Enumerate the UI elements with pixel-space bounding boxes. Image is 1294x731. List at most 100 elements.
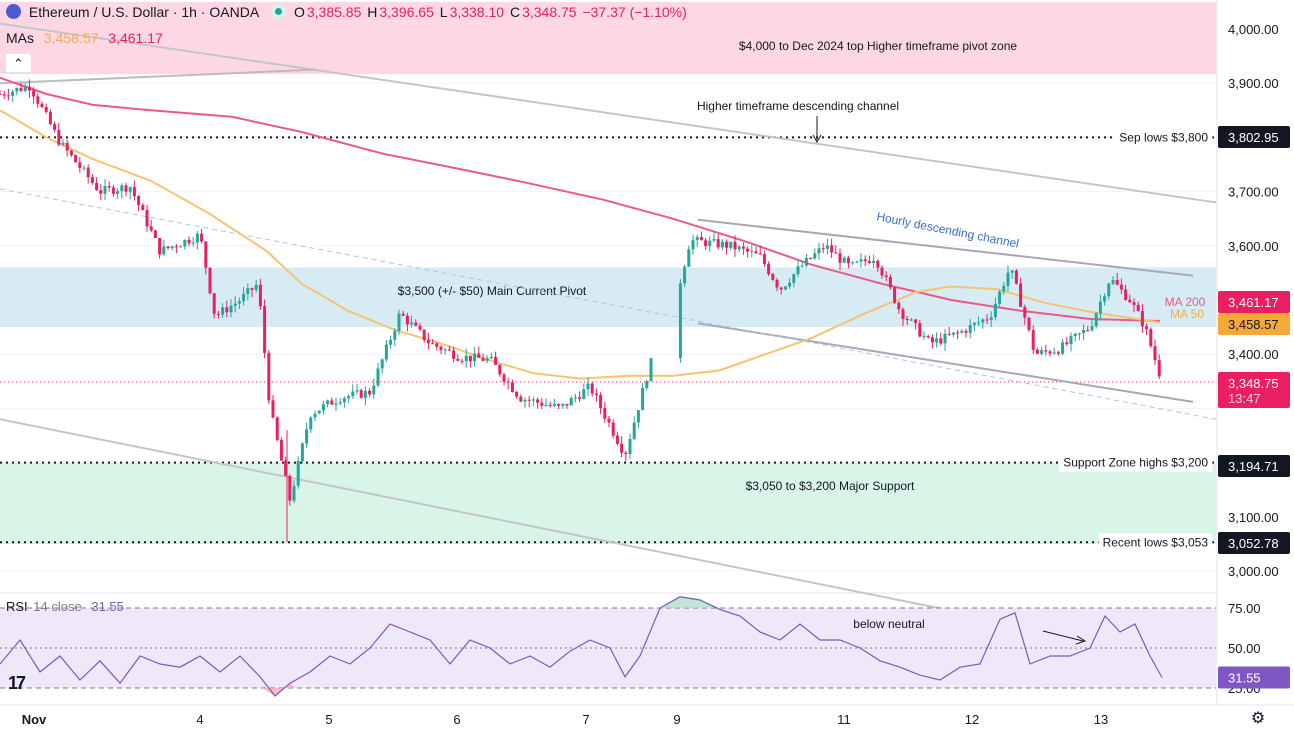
candle-body (107, 186, 111, 188)
candle-body (456, 358, 460, 361)
price-tick-label: 3,900.00 (1228, 76, 1279, 91)
candle-body (981, 319, 985, 323)
candle-body (834, 252, 838, 254)
candle-body (1014, 270, 1018, 284)
symbol-title: Ethereum / U.S. Dollar · 1h · OANDA (28, 4, 260, 20)
candle-body (699, 236, 703, 241)
candle-body (632, 422, 636, 440)
level-label-sep-lows: Sep lows $3,800 (1119, 130, 1208, 144)
candle-body (200, 233, 204, 242)
candle-body (968, 324, 972, 333)
candle-body (796, 266, 800, 275)
candle-body (376, 368, 380, 386)
rsi-legend[interactable]: RSI 14 close 31.55 (6, 599, 126, 614)
candle-body (645, 381, 649, 388)
candle-body (347, 396, 351, 399)
candle-body (355, 390, 359, 392)
candle-body (494, 357, 498, 365)
rsi-label: RSI (6, 599, 28, 614)
candle-body (804, 257, 808, 266)
candle-body (0, 94, 2, 96)
candle-body (515, 391, 519, 397)
candle-body (863, 259, 867, 262)
time-tick-label: 13 (1094, 712, 1108, 727)
candle-body (607, 418, 611, 423)
candle-body (78, 162, 82, 168)
candle-body (485, 358, 489, 361)
candle-body (103, 186, 107, 194)
rsi-note: below neutral (853, 617, 924, 631)
candle-body (468, 355, 472, 362)
candle-body (452, 350, 456, 359)
price-tick-label: 3,600.00 (1228, 239, 1279, 254)
candle-body (872, 260, 876, 264)
candle-body (897, 302, 901, 310)
zone-top-pivot (0, 1, 1216, 74)
candle-body (342, 398, 346, 403)
candle-body (838, 253, 842, 263)
candle-body (464, 355, 468, 362)
price-badge-text-ma200: 3,461.17 (1228, 295, 1279, 310)
collapse-legend-button[interactable]: ⌃ (5, 53, 32, 73)
candle-body (817, 248, 821, 254)
candle-body (275, 417, 279, 440)
candle-body (1082, 329, 1086, 334)
chart-settings-button[interactable]: ⚙ (1249, 710, 1267, 728)
candle-body (985, 319, 989, 321)
price-badge-text-ma50: 3,458.57 (1228, 317, 1279, 332)
candle-body (23, 86, 27, 91)
candle-body (716, 239, 720, 248)
candle-body (725, 241, 729, 248)
candle-body (1111, 280, 1115, 284)
candle-body (221, 307, 225, 315)
ma-legend[interactable]: MAs 3,458.57 3,461.17 (6, 30, 165, 46)
candle-body (792, 274, 796, 283)
candle-body (242, 293, 246, 302)
rsi-legend-value: 31.55 (91, 599, 124, 614)
ma50-legend-value: 3,458.57 (43, 30, 99, 46)
candle-body (141, 205, 145, 211)
ohlc-open-key: O (293, 4, 305, 20)
rsi-line (0, 596, 1163, 697)
price-badge-text-sep-lows: 3,802.95 (1228, 130, 1279, 145)
time-tick-label: 6 (453, 712, 460, 727)
zone-label-top-pivot: $4,000 to Dec 2024 top Higher timeframe … (739, 39, 1017, 53)
candle-body (1103, 296, 1107, 302)
candle-body (888, 277, 892, 288)
candle-body (300, 443, 304, 462)
candle-body (779, 287, 783, 290)
rsi-overbought-fill (655, 596, 740, 608)
tradingview-logo[interactable]: 17 (8, 673, 26, 693)
candle-body (993, 304, 997, 318)
candle-body (1149, 329, 1153, 347)
candle-body (1031, 330, 1035, 350)
candle-body (636, 410, 640, 423)
ohlc-high-value: 3,396.65 (379, 4, 434, 20)
candle-body (687, 249, 691, 267)
candle-body (935, 338, 939, 343)
level-label-recent-lows: Recent lows $3,053 (1103, 535, 1209, 549)
price-change: −37.37 (−1.10%) (582, 4, 687, 20)
candle-body (565, 403, 569, 406)
hourly-channel-upper (697, 218, 1194, 277)
candle-body (578, 397, 582, 399)
rsi-tick-label: 75.00 (1228, 601, 1261, 616)
candle-body (1128, 299, 1132, 303)
candle-body (271, 400, 275, 418)
candle-body (1119, 284, 1123, 290)
rsi-badge-text: 31.55 (1228, 671, 1261, 686)
candle-body (95, 182, 99, 191)
candle-body (536, 399, 540, 403)
candle-body (426, 340, 430, 344)
rsi-params: 14 close (33, 599, 82, 614)
ohlc-open-value: 3,385.85 (306, 4, 362, 20)
candle-body (128, 187, 132, 192)
candle-body (1056, 352, 1060, 354)
candle-body (947, 333, 951, 335)
symbol-legend: Ethereum / U.S. Dollar · 1h · OANDA O 3,3… (6, 4, 689, 20)
candle-body (628, 439, 632, 455)
candle-body (914, 319, 918, 324)
candle-body (972, 322, 976, 325)
candle-body (573, 397, 577, 399)
